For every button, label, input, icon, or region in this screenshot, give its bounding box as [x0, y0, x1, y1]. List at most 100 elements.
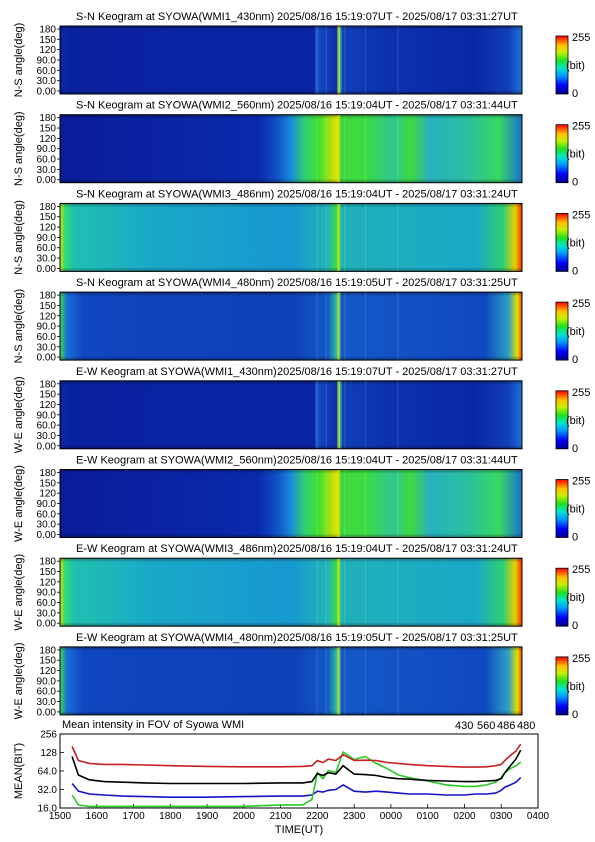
angle-tick-label: 60.0 — [37, 243, 57, 254]
angle-tick-label: 120 — [39, 489, 56, 500]
angle-tick-label: 30.0 — [37, 431, 57, 442]
legend-entry-430: 430 — [455, 720, 473, 732]
legend-entry-480: 480 — [517, 720, 535, 732]
colorbar-min-label: 0 — [572, 532, 578, 544]
keogram-panel: S-N Keogram at SYOWA(WMI3_486nm) 2025/08/… — [13, 188, 590, 277]
colorbar — [555, 212, 569, 272]
angle-tick-label: 120 — [39, 223, 56, 234]
x-axis-label: TIME(UT) — [275, 824, 323, 836]
keogram-title: E-W Keogram at SYOWA(WMI2_560nm) — [76, 455, 277, 467]
keogram-y-label: N-S angle(deg) — [13, 111, 25, 186]
angle-tick-label: 150 — [39, 124, 56, 135]
y-tick-label: 16.0 — [38, 804, 58, 815]
x-tick-label: 0000 — [380, 811, 403, 822]
keogram-time-range: 2025/08/16 15:19:04UT - 2025/08/17 03:31… — [277, 543, 518, 555]
colorbar-min-label: 0 — [572, 354, 578, 366]
keogram-panel: E-W Keogram at SYOWA(WMI3_486nm) 2025/08/… — [13, 543, 590, 632]
chart-title: Mean intensity in FOV of Syowa WMI — [62, 719, 244, 731]
y-axis-label: MEAN(BIT) — [13, 743, 25, 799]
angle-tick-label: 0.00 — [37, 707, 57, 718]
colorbar-max-label: 255 — [572, 387, 590, 399]
keogram-panel: E-W Keogram at SYOWA(WMI4_480nm) 2025/08/… — [13, 632, 590, 721]
series-line-430 — [71, 777, 522, 798]
angle-tick-label: 60.0 — [37, 332, 57, 343]
angle-tick-label: 150 — [39, 478, 56, 489]
keogram-y-label: N-S angle(deg) — [13, 289, 25, 364]
colorbar-min-label: 0 — [572, 265, 578, 277]
colorbar-min-label: 0 — [572, 443, 578, 455]
x-tick-label: 2100 — [269, 811, 292, 822]
keogram-panel: S-N Keogram at SYOWA(WMI2_560nm) 2025/08/… — [13, 100, 590, 189]
colorbar-unit-label: (bit) — [566, 60, 585, 72]
keogram-y-label: W-E angle(deg) — [13, 642, 25, 719]
angle-tick-label: 180 — [39, 113, 56, 124]
angle-tick-label: 120 — [39, 666, 56, 677]
colorbar — [555, 124, 569, 184]
angle-tick-label: 30.0 — [37, 697, 57, 708]
keogram-time-range: 2025/08/16 15:19:04UT - 2025/08/17 03:31… — [277, 188, 518, 200]
angle-tick-label: 0.00 — [37, 441, 57, 452]
colorbar-min-label: 0 — [572, 177, 578, 189]
angle-tick-label: 90.0 — [37, 499, 57, 510]
angle-tick-label: 30.0 — [37, 165, 57, 176]
colorbar — [555, 567, 569, 627]
angle-tick-label: 0.00 — [37, 619, 57, 630]
angle-tick-label: 30.0 — [37, 608, 57, 619]
colorbar-unit-label: (bit) — [566, 237, 585, 249]
keogram-time-range: 2025/08/16 15:19:05UT - 2025/08/17 03:31… — [277, 632, 518, 644]
colorbar-max-label: 255 — [572, 32, 590, 44]
colorbar-unit-label: (bit) — [566, 592, 585, 604]
angle-tick-label: 180 — [39, 468, 56, 479]
angle-tick-label: 120 — [39, 134, 56, 145]
colorbar — [555, 656, 569, 716]
colorbar — [555, 35, 569, 95]
keogram-title: E-W Keogram at SYOWA(WMI1_430nm) — [76, 366, 277, 378]
x-tick-label: 0400 — [527, 811, 550, 822]
angle-tick-label: 60.0 — [37, 421, 57, 432]
colorbar — [555, 479, 569, 538]
angle-tick-label: 90.0 — [37, 322, 57, 333]
angle-tick-label: 120 — [39, 577, 56, 588]
colorbar-unit-label: (bit) — [566, 415, 585, 427]
series-line-486 — [71, 743, 522, 768]
keogram-title: S-N Keogram at SYOWA(WMI4_480nm) — [76, 277, 274, 289]
keogram-y-label: W-E angle(deg) — [13, 376, 25, 453]
x-tick-label: 1800 — [159, 811, 182, 822]
angle-tick-label: 120 — [39, 400, 56, 411]
angle-tick-label: 60.0 — [37, 66, 57, 77]
angle-tick-label: 150 — [39, 390, 56, 401]
series-line-480 — [71, 749, 522, 785]
keogram-y-label: N-S angle(deg) — [13, 200, 25, 275]
angle-tick-label: 150 — [39, 656, 56, 667]
colorbar-max-label: 255 — [572, 209, 590, 221]
keogram-title: S-N Keogram at SYOWA(WMI2_560nm) — [76, 100, 274, 112]
x-tick-label: 1900 — [196, 811, 219, 822]
x-tick-label: 1600 — [86, 811, 109, 822]
angle-tick-label: 60.0 — [37, 687, 57, 698]
x-tick-label: 1500 — [49, 811, 72, 822]
legend-entry-560: 560 — [477, 720, 495, 732]
keogram-time-range: 2025/08/16 15:19:07UT - 2025/08/17 03:31… — [277, 11, 518, 23]
angle-tick-label: 30.0 — [37, 76, 57, 87]
x-tick-label: 0300 — [490, 811, 513, 822]
colorbar-min-label: 0 — [572, 620, 578, 632]
angle-tick-label: 150 — [39, 35, 56, 46]
y-tick-label: 32.0 — [38, 785, 58, 796]
x-tick-label: 2200 — [306, 811, 329, 822]
angle-tick-label: 60.0 — [37, 598, 57, 609]
x-tick-label: 1700 — [122, 811, 145, 822]
colorbar-unit-label: (bit) — [566, 504, 585, 516]
y-tick-label: 256 — [40, 730, 57, 741]
keogram-panel: E-W Keogram at SYOWA(WMI2_560nm) 2025/08/… — [13, 455, 590, 544]
angle-tick-label: 90.0 — [37, 410, 57, 421]
angle-tick-label: 120 — [39, 45, 56, 56]
angle-tick-label: 90.0 — [37, 676, 57, 687]
x-tick-label: 0200 — [453, 811, 476, 822]
colorbar-unit-label: (bit) — [566, 681, 585, 693]
keogram-y-label: W-E angle(deg) — [13, 554, 25, 631]
x-tick-label: 2300 — [343, 811, 366, 822]
angle-tick-label: 0.00 — [37, 87, 57, 98]
x-tick-label: 2000 — [233, 811, 256, 822]
colorbar-max-label: 255 — [572, 653, 590, 665]
